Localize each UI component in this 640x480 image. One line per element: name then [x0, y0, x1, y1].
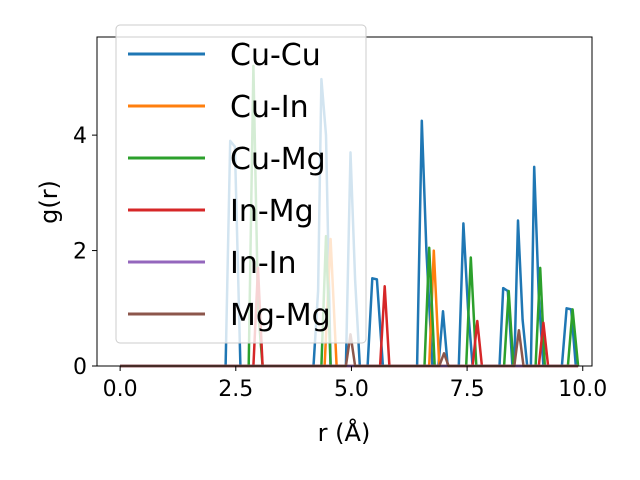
- legend-label-cu-in: Cu-In: [230, 90, 309, 125]
- legend-label-cu-mg: Cu-Mg: [230, 142, 326, 177]
- x-tick-label: 5.0: [334, 377, 369, 402]
- y-tick-label: 0: [73, 355, 87, 380]
- x-tick-label: 7.5: [450, 377, 485, 402]
- x-tick-label: 10.0: [558, 377, 607, 402]
- legend-label-in-in: In-In: [230, 246, 297, 281]
- y-tick-label: 2: [73, 240, 87, 265]
- legend-label-in-mg: In-Mg: [230, 194, 314, 229]
- legend-label-mg-mg: Mg-Mg: [230, 298, 331, 333]
- y-axis-label: g(r): [35, 180, 63, 224]
- y-axis: 0 2 4: [73, 124, 97, 380]
- series-line-mg-mg: [120, 328, 579, 368]
- x-axis-label: r (Å): [318, 418, 371, 447]
- x-tick-label: 0.0: [103, 377, 138, 402]
- legend: Cu-Cu Cu-In Cu-Mg In-Mg In-In Mg-Mg: [115, 24, 367, 344]
- legend-label-cu-cu: Cu-Cu: [230, 38, 321, 73]
- y-tick-label: 4: [73, 124, 87, 149]
- x-tick-label: 2.5: [218, 377, 253, 402]
- x-axis: 0.0 2.5 5.0 7.5 10.0: [103, 366, 607, 402]
